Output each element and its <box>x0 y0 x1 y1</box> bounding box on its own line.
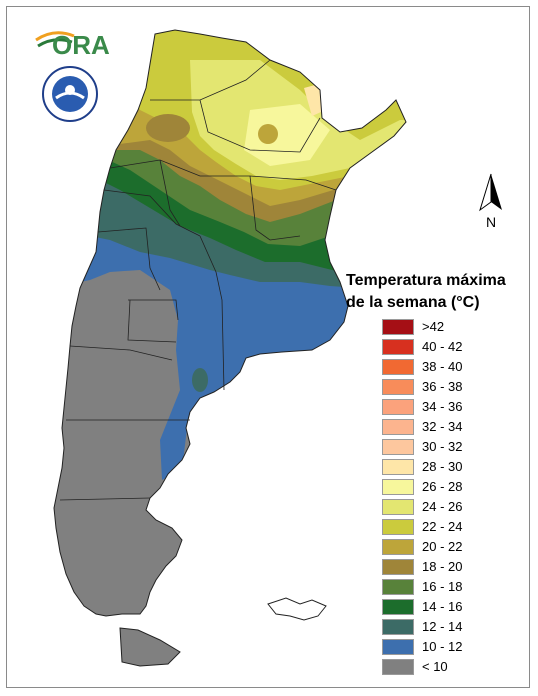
legend-label: 14 - 16 <box>422 599 463 614</box>
legend-item: 38 - 40 <box>382 357 512 377</box>
north-arrow-icon <box>479 173 502 212</box>
legend-item: 32 - 34 <box>382 417 512 437</box>
legend-swatch <box>382 639 414 655</box>
legend-swatch <box>382 459 414 475</box>
legend-swatch <box>382 659 414 675</box>
legend-label: 40 - 42 <box>422 339 463 354</box>
legend-item: 20 - 22 <box>382 537 512 557</box>
legend-title-line2: de la semana (°C) <box>346 294 480 311</box>
legend-item: 14 - 16 <box>382 597 512 617</box>
legend-item: 36 - 38 <box>382 377 512 397</box>
legend-item: 30 - 32 <box>382 437 512 457</box>
legend-title: Temperatura máxima de la semana (°C) <box>346 270 526 314</box>
legend-swatch <box>382 379 414 395</box>
legend-label: 30 - 32 <box>422 439 463 454</box>
legend-item: 12 - 14 <box>382 617 512 637</box>
tierra-del-fuego <box>119 627 181 667</box>
legend-swatch <box>382 539 414 555</box>
legend-item: 40 - 42 <box>382 337 512 357</box>
legend-label: 10 - 12 <box>422 639 463 654</box>
legend-label: 16 - 18 <box>422 579 463 594</box>
legend-item: 28 - 30 <box>382 457 512 477</box>
legend-item: 16 - 18 <box>382 577 512 597</box>
north-label: N <box>486 214 497 230</box>
legend-swatch <box>382 439 414 455</box>
legend-item: 22 - 24 <box>382 517 512 537</box>
legend-swatch <box>382 339 414 355</box>
legend-label: 20 - 22 <box>422 539 463 554</box>
legend-label: 32 - 34 <box>422 419 463 434</box>
malvinas-islands <box>267 597 327 621</box>
legend-swatch <box>382 479 414 495</box>
legend-label: 18 - 20 <box>422 559 463 574</box>
legend-item: 26 - 28 <box>382 477 512 497</box>
legend-label: 34 - 36 <box>422 399 463 414</box>
legend-label: 36 - 38 <box>422 379 463 394</box>
legend-swatch <box>382 419 414 435</box>
legend-label: 22 - 24 <box>422 519 463 534</box>
legend-swatch <box>382 499 414 515</box>
legend-swatch <box>382 359 414 375</box>
legend-title-line1: Temperatura máxima <box>346 272 506 289</box>
legend-item: 34 - 36 <box>382 397 512 417</box>
zone-20-22-patch <box>258 124 278 144</box>
legend-swatch <box>382 399 414 415</box>
province-borders <box>59 59 337 501</box>
legend-swatch <box>382 579 414 595</box>
legend-item: 24 - 26 <box>382 497 512 517</box>
zone-18-20-patch <box>146 114 190 142</box>
legend-label: 12 - 14 <box>422 619 463 634</box>
legend-item: 10 - 12 <box>382 637 512 657</box>
svg-text:ORA: ORA <box>52 30 110 60</box>
legend: >42 40 - 42 38 - 40 36 - 38 34 - 36 32 - 34 30… <box>382 317 512 677</box>
legend-swatch <box>382 319 414 335</box>
legend-swatch <box>382 619 414 635</box>
legend-label: >42 <box>422 319 445 334</box>
zone-12-14-patch <box>192 368 208 392</box>
legend-swatch <box>382 599 414 615</box>
smn-seal-logo <box>42 66 98 122</box>
legend-label: 28 - 30 <box>422 459 463 474</box>
legend-item: >42 <box>382 317 512 337</box>
legend-label: 38 - 40 <box>422 359 463 374</box>
country-outline <box>53 29 407 617</box>
legend-label: 24 - 26 <box>422 499 463 514</box>
legend-item: < 10 <box>382 657 512 677</box>
ora-logo: ORA <box>35 30 110 60</box>
legend-swatch <box>382 559 414 575</box>
legend-swatch <box>382 519 414 535</box>
legend-label: 26 - 28 <box>422 479 463 494</box>
legend-item: 18 - 20 <box>382 557 512 577</box>
legend-label: < 10 <box>422 659 448 674</box>
